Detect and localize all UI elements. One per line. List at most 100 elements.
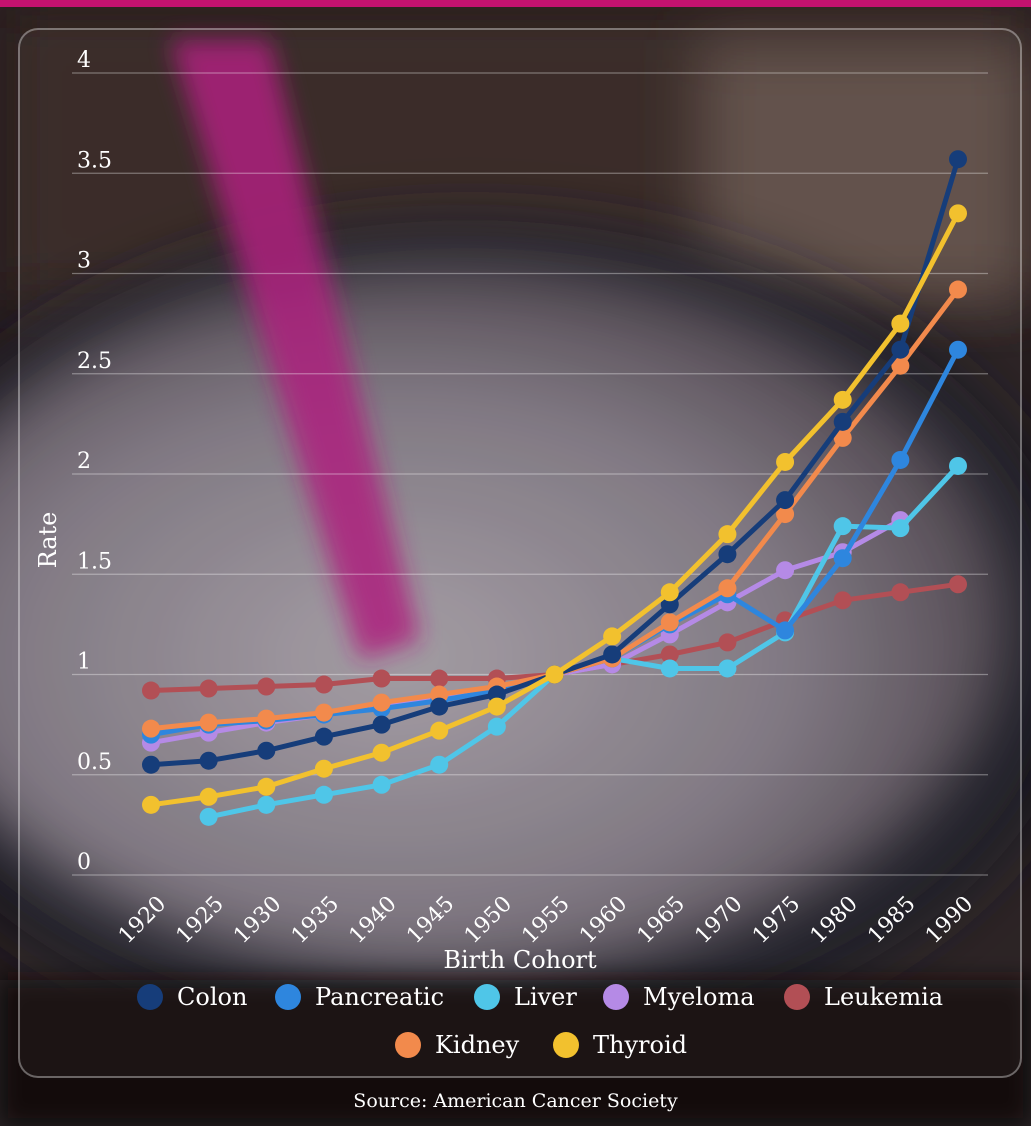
data-point-kidney [660,613,679,632]
legend-swatch-kidney [395,1032,421,1058]
data-point-leukemia [891,583,910,602]
data-point-thyroid [545,665,564,684]
data-point-liver [430,755,449,774]
chart-panel [18,28,1022,1078]
data-point-colon [833,412,852,431]
x-tick-label: 1950 [460,892,517,949]
data-point-leukemia [142,681,160,700]
data-point-leukemia [660,645,679,664]
data-point-liver [718,659,737,678]
legend: Colon Pancreatic Liver Myeloma Leukemia Kidne… [137,983,943,1059]
x-tick-label: 1955 [517,892,574,949]
legend-swatch-myeloma [603,984,629,1010]
data-point-myeloma [776,561,795,580]
x-tick-label: 1985 [863,892,920,949]
x-tick-label: 1975 [748,892,805,949]
data-point-thyroid [199,787,218,806]
legend-swatch-thyroid [553,1032,579,1058]
data-point-liver [314,785,333,804]
legend-label-colon: Colon [177,983,247,1011]
data-point-colon [257,741,276,760]
top-accent-bar [0,0,1031,7]
data-point-pancreatic [776,621,795,640]
data-point-thyroid [142,795,160,814]
data-point-kidney [718,579,737,598]
series-line-kidney [148,287,961,732]
data-point-liver [487,717,506,736]
y-axis-ticks: 0 0.5 1 1.5 2 2.5 3 3.5 4 [77,48,112,875]
data-point-colon [776,491,795,510]
data-point-thyroid [372,743,391,762]
x-tick-label: 1940 [345,892,402,949]
data-point-colon [603,645,622,664]
data-point-colon [891,340,910,359]
data-point-leukemia [833,591,852,610]
x-axis-title: Birth Cohort [443,946,597,974]
series-lines [142,150,967,826]
data-point-pancreatic [891,450,910,469]
data-point-colon [372,715,391,734]
legend-label-myeloma: Myeloma [643,983,755,1011]
data-point-thyroid [257,777,276,796]
data-point-liver [833,517,852,536]
data-point-kidney [776,505,795,524]
data-point-colon [718,545,737,564]
data-point-thyroid [660,583,679,602]
data-point-thyroid [776,452,795,471]
data-point-leukemia [718,633,737,652]
data-point-kidney [199,713,218,732]
legend-label-thyroid: Thyroid [593,1031,687,1059]
y-tick-label: 3.5 [77,148,112,173]
y-tick-label: 2.5 [77,349,112,374]
y-tick-label: 0 [77,850,91,875]
x-tick-label: 1970 [690,892,747,949]
data-point-colon [314,727,333,746]
x-tick-label: 1990 [921,892,978,949]
data-point-leukemia [257,677,276,696]
data-point-thyroid [430,721,449,740]
data-point-kidney [142,719,160,738]
x-tick-label: 1980 [806,892,863,949]
x-tick-label: 1965 [633,892,690,949]
data-point-thyroid [603,627,622,646]
data-point-colon [199,751,218,770]
source-caption: Source: American Cancer Society [353,1090,678,1112]
data-point-liver [949,456,967,475]
y-tick-label: 0.5 [77,750,112,775]
legend-label-kidney: Kidney [435,1031,520,1059]
y-tick-label: 3 [77,249,91,274]
data-point-kidney [949,280,967,299]
data-point-liver [199,807,218,826]
data-point-liver [372,775,391,794]
y-tick-label: 4 [77,48,91,73]
y-axis-title: Rate [34,512,62,569]
x-tick-label: 1925 [172,892,229,949]
y-tick-label: 1 [77,650,91,675]
data-point-thyroid [891,314,910,333]
data-point-liver [257,795,276,814]
x-axis-ticks: 1920 1925 1930 1935 1940 1945 1950 1955 1960 1965… [114,892,978,949]
data-point-leukemia [199,679,218,698]
data-point-kidney [257,709,276,728]
data-point-kidney [314,703,333,722]
legend-swatch-colon [137,984,163,1010]
data-point-thyroid [718,525,737,544]
data-point-kidney [372,693,391,712]
data-point-thyroid [314,759,333,778]
x-tick-label: 1945 [402,892,459,949]
data-point-pancreatic [949,340,967,359]
data-point-colon [142,755,160,774]
legend-label-pancreatic: Pancreatic [315,983,444,1011]
legend-label-liver: Liver [514,983,577,1011]
x-tick-label: 1920 [114,892,171,949]
data-point-leukemia [430,669,449,688]
y-tick-label: 2 [77,449,91,474]
data-point-leukemia [314,675,333,694]
y-tick-label: 1.5 [77,549,112,574]
data-point-leukemia [949,575,967,594]
x-tick-label: 1930 [229,892,286,949]
data-point-pancreatic [833,549,852,568]
data-point-kidney [833,428,852,447]
